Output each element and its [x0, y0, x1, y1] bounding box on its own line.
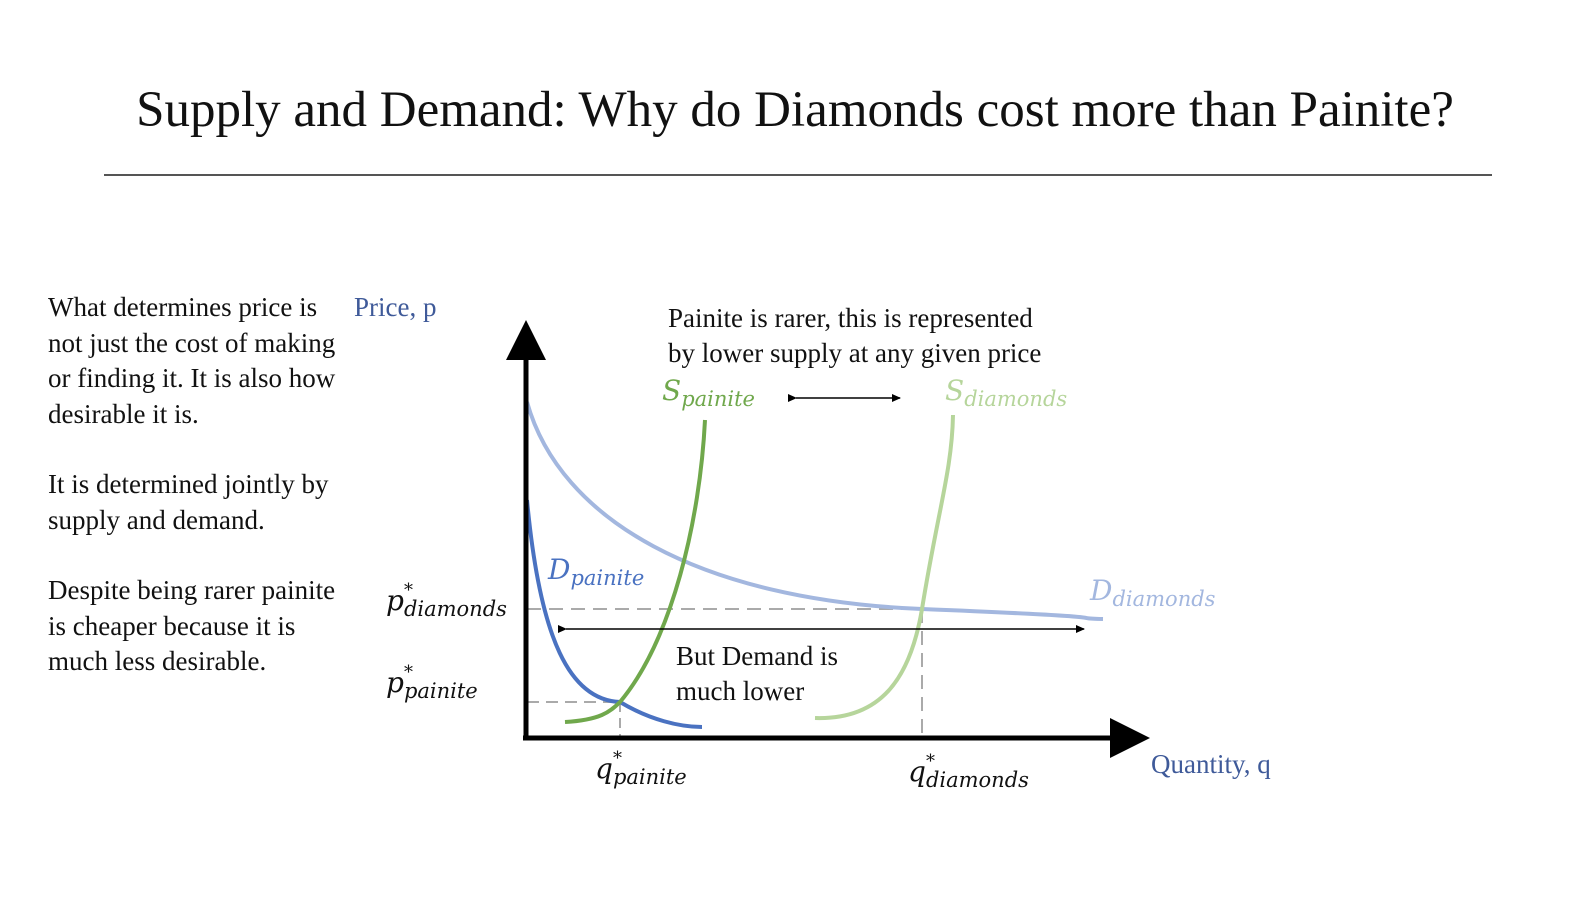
- side-paragraph-2: It is determined jointly by supply and d…: [48, 469, 329, 535]
- label-p-star-diamonds: p* diamonds: [386, 580, 507, 621]
- annotation-mid-line-2: much lower: [676, 676, 804, 706]
- annotation-top-line-2: by lower supply at any given price: [668, 338, 1041, 368]
- label-supply-diamonds: Sdiamonds: [945, 374, 1067, 411]
- label-q-star-painite: q* painite: [595, 748, 687, 789]
- label-demand-painite: Dpainite: [547, 553, 644, 590]
- side-paragraph-3: Despite being rarer painite is cheaper b…: [48, 575, 336, 676]
- slide-title: Supply and Demand: Why do Diamonds cost …: [136, 82, 1454, 138]
- side-paragraph-1: What determines price is not just the co…: [48, 292, 336, 429]
- supply-diamonds-curve: [814, 414, 955, 721]
- supply-painite-curve: [564, 419, 707, 724]
- y-axis-label: Price, p: [354, 292, 436, 322]
- label-supply-painite: Spainite: [662, 374, 755, 411]
- label-q-star-diamonds: q* diamonds: [908, 751, 1029, 792]
- title-divider: [104, 174, 1492, 176]
- x-axis-label: Quantity, q: [1151, 749, 1271, 779]
- label-p-star-painite: p* painite: [386, 662, 478, 703]
- demand-painite-curve: [525, 499, 703, 729]
- annotation-mid-line-1: But Demand is: [676, 641, 838, 671]
- demand-diamonds-curve: [525, 401, 1104, 621]
- label-demand-diamonds: Ddiamonds: [1089, 574, 1216, 611]
- annotation-top-line-1: Painite is rarer, this is represented: [668, 303, 1033, 333]
- side-text: What determines price is not just the co…: [48, 290, 348, 715]
